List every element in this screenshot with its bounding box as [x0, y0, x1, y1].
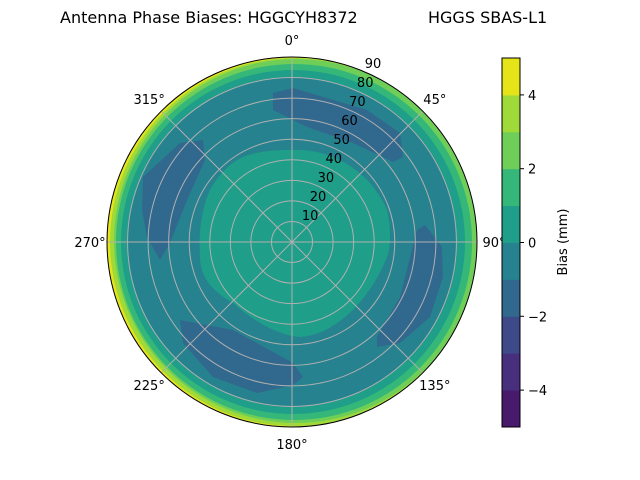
contour-patch-sw — [180, 320, 303, 393]
colorbar-tick-label: 0 — [528, 237, 536, 252]
angular-gridline — [291, 241, 424, 374]
colorbar-label: Bias (mm) — [556, 209, 571, 276]
colorbar-band — [502, 279, 520, 317]
colorbar-band — [502, 131, 520, 170]
radial-tick-label: 80 — [357, 76, 374, 91]
radial-tick-label: 10 — [302, 209, 319, 224]
colorbar-band — [502, 316, 520, 354]
colorbar-band — [502, 390, 520, 428]
chart-subtitle: HGGS SBAS-L1 — [428, 8, 547, 27]
radial-tick-label: 70 — [349, 95, 366, 110]
colorbar-tick-label: 4 — [528, 89, 536, 104]
angle-tick-label: 270° — [74, 236, 105, 251]
radial-tick-label: 30 — [318, 171, 335, 186]
chart-title: Antenna Phase Biases: HGGCYH8372 — [60, 8, 358, 27]
contour-patch-se — [377, 225, 443, 347]
colorbar-band — [502, 353, 520, 391]
colorbar-tick-label: −2 — [528, 310, 547, 325]
angular-gridline — [160, 241, 293, 374]
angle-tick-label: 0° — [285, 34, 300, 49]
radial-tick-label: 60 — [341, 114, 358, 129]
polar-contour-area — [107, 57, 477, 427]
colorbar-band — [502, 94, 520, 133]
contour-patch-ne — [273, 88, 403, 162]
angular-gridline — [160, 110, 293, 243]
angle-tick-label: 45° — [423, 93, 446, 108]
colorbar-band — [502, 242, 520, 280]
colorbar-tick-label: 2 — [528, 163, 536, 178]
colorbar-band — [502, 58, 520, 96]
angle-tick-label: 90° — [482, 236, 505, 251]
colorbar-band — [502, 168, 520, 207]
angle-tick-label: 315° — [134, 93, 165, 108]
polar-frame — [106, 56, 478, 428]
radial-tick-label: 40 — [325, 152, 342, 167]
radial-tick-label: 50 — [333, 133, 350, 148]
radial-tick-label: 90 — [365, 57, 382, 72]
contour-patch-w — [142, 140, 205, 260]
angle-tick-label: 180° — [276, 438, 307, 453]
angle-tick-label: 225° — [134, 379, 165, 394]
colorbar-band — [502, 205, 520, 243]
angular-gridline — [291, 110, 424, 243]
angle-tick-label: 135° — [419, 379, 450, 394]
radial-tick-label: 20 — [310, 190, 327, 205]
colorbar-tick-label: −4 — [528, 384, 547, 399]
